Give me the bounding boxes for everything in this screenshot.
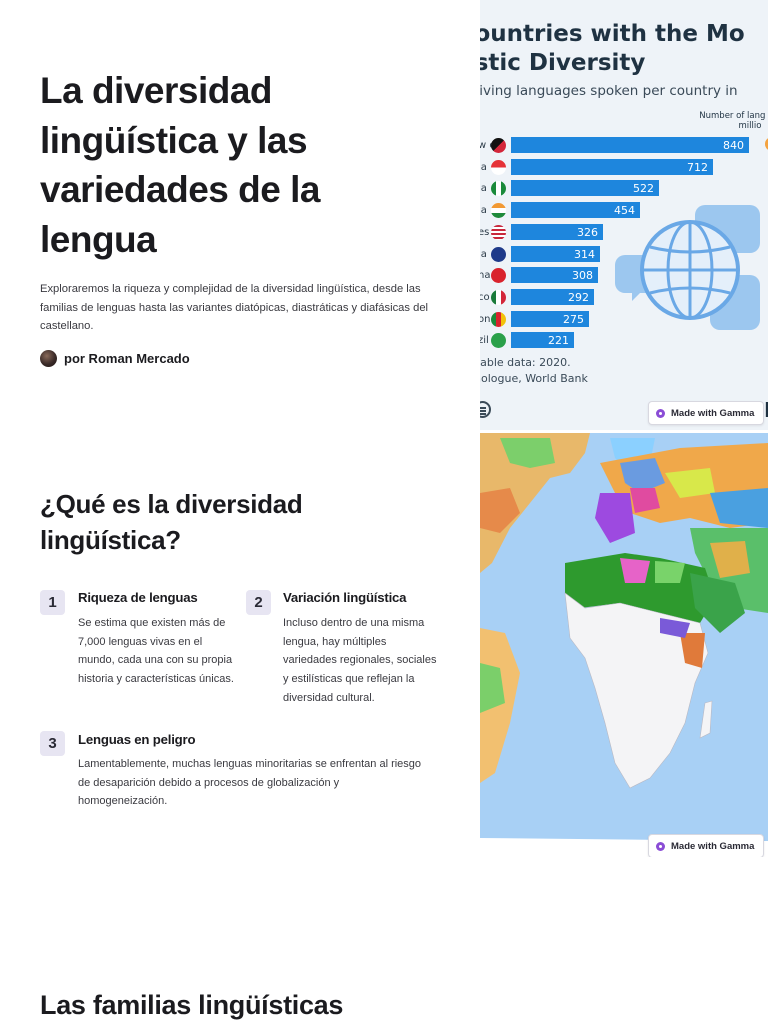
bar-value-label: 326 bbox=[577, 225, 598, 239]
bar: 522 bbox=[511, 180, 659, 197]
item-number-badge: 1 bbox=[40, 590, 65, 615]
bar-row: ia 314 bbox=[480, 245, 768, 262]
bar: 221 bbox=[511, 332, 574, 349]
language-diversity-infographic: e Countries with the Mo guistic Diversit… bbox=[480, 0, 768, 430]
bar: 712 bbox=[511, 158, 713, 175]
bar-value-label: 292 bbox=[568, 290, 589, 304]
country-flag-icon bbox=[491, 181, 506, 197]
author-name: por Roman Mercado bbox=[64, 350, 190, 366]
gamma-badge-label: Made with Gamma bbox=[671, 840, 755, 852]
country-flag-icon bbox=[491, 268, 506, 284]
bar-value-label: 454 bbox=[614, 204, 635, 218]
infographic-title: e Countries with the Mo guistic Diversit… bbox=[480, 21, 745, 76]
author-byline: por Roman Mercado bbox=[40, 349, 190, 367]
gamma-logo-icon bbox=[656, 841, 665, 851]
speech-globe-icon bbox=[615, 205, 760, 330]
country-flag-icon bbox=[491, 203, 506, 219]
bar-value-label: 712 bbox=[687, 160, 708, 174]
bar: 454 bbox=[511, 202, 640, 219]
legend-icon bbox=[765, 137, 768, 151]
bar-row: on 275 bbox=[480, 310, 768, 327]
page-title: La diversidad lingüística y las variedad… bbox=[40, 70, 320, 260]
bar-row: co 292 bbox=[480, 288, 768, 305]
infographic-source: nologue, World Bank bbox=[480, 372, 588, 385]
country-flag-icon bbox=[491, 311, 506, 327]
numbered-item-3: 3 bbox=[40, 731, 65, 756]
bar-value-label: 221 bbox=[548, 334, 569, 348]
bar: 314 bbox=[511, 245, 600, 262]
bar-row: ia 454 bbox=[480, 202, 768, 219]
country-flag-icon bbox=[491, 289, 506, 305]
bar-value-label: 840 bbox=[723, 139, 744, 152]
bar-category-label: co bbox=[480, 291, 490, 303]
item-text: Incluso dentro de una misma lengua, hay … bbox=[283, 617, 437, 704]
bar-category-label: w ea bbox=[480, 140, 502, 151]
country-flag-icon bbox=[491, 333, 506, 349]
bar-row: w ea 840 bbox=[480, 137, 768, 153]
made-with-gamma-badge[interactable]: Made with Gamma bbox=[648, 401, 765, 425]
infographic-legend: Number of lang per one millio bbox=[699, 111, 768, 131]
bar-category-label: ia bbox=[480, 161, 487, 173]
bar: 326 bbox=[511, 223, 603, 240]
bar-value-label: 314 bbox=[574, 247, 595, 261]
country-flag-icon bbox=[491, 246, 506, 262]
item-number-badge: 2 bbox=[246, 590, 271, 615]
bar-row: es 326 bbox=[480, 223, 768, 240]
gamma-badge-label: Made with Gamma bbox=[671, 407, 755, 419]
infographic-subtitle: er of living languages spoken per countr… bbox=[480, 83, 738, 99]
item-title: Lenguas en peligro bbox=[78, 732, 196, 747]
avatar bbox=[40, 349, 57, 367]
item-number-badge: 3 bbox=[40, 731, 65, 756]
world-language-map: Made with Gamma bbox=[480, 433, 768, 857]
item-text: Lamentablemente, muchas lenguas minorita… bbox=[78, 758, 422, 808]
menu-icon bbox=[480, 401, 491, 418]
item-title: Riqueza de lenguas bbox=[78, 590, 198, 605]
bar: 840 bbox=[511, 137, 749, 153]
bar-category-label: ia bbox=[480, 248, 487, 260]
bar-category-label: on bbox=[480, 313, 491, 325]
language-map-image bbox=[480, 433, 768, 857]
numbered-item-1: 1 bbox=[40, 590, 65, 615]
bar-row: zil 221 bbox=[480, 332, 768, 349]
bar-category-label: na bbox=[480, 270, 491, 282]
country-flag-icon bbox=[491, 138, 506, 153]
bar-row: ia 712 bbox=[480, 158, 768, 175]
bar-chart: w ea 840 ia 712 ia 522 ia 454 es 326 ia 314 na 308 co 2… bbox=[480, 137, 768, 349]
item-title: Variación lingüística bbox=[283, 590, 407, 605]
bar-category-label: es bbox=[480, 226, 490, 238]
item-text: Se estima que existen más de 7,000 lengu… bbox=[78, 617, 234, 686]
bar-row: ia 522 bbox=[480, 180, 768, 197]
bar-category-label: ia bbox=[480, 205, 487, 217]
country-flag-icon bbox=[491, 159, 506, 175]
bar: 292 bbox=[511, 288, 594, 305]
bar: 308 bbox=[511, 267, 598, 284]
intro-paragraph: Exploraremos la riqueza y complejidad de… bbox=[40, 283, 429, 332]
bar-category-label: ia bbox=[480, 183, 487, 195]
bar-value-label: 522 bbox=[633, 182, 654, 196]
gamma-logo-icon bbox=[656, 408, 665, 418]
infographic-note: ilable data: 2020. bbox=[480, 356, 571, 369]
country-flag-icon bbox=[491, 224, 506, 240]
numbered-item-2: 2 bbox=[246, 590, 271, 615]
bar-row: na 308 bbox=[480, 267, 768, 284]
bar-value-label: 275 bbox=[563, 312, 584, 326]
bar: 275 bbox=[511, 310, 589, 327]
bar-value-label: 308 bbox=[572, 269, 593, 283]
section-title: ¿Qué es la diversidad lingüística? bbox=[40, 489, 303, 555]
families-title: Las familias lingüísticas bbox=[40, 990, 344, 1020]
made-with-gamma-badge[interactable]: Made with Gamma bbox=[648, 834, 765, 857]
bar-category-label: zil bbox=[480, 335, 489, 347]
